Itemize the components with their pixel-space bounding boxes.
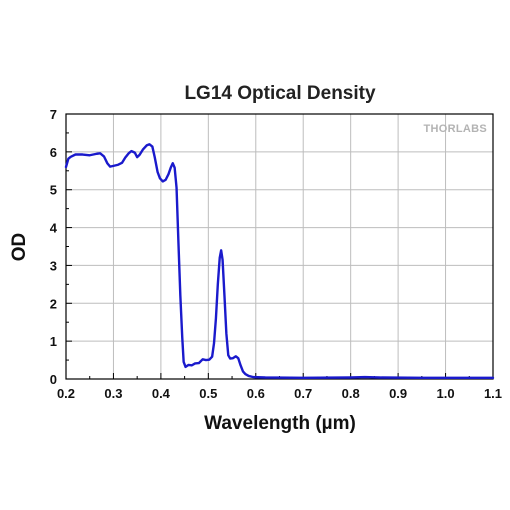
- thorlabs-logo: THORLABS: [423, 123, 487, 135]
- od-series-line: [64, 143, 495, 380]
- x-axis-title: Wavelength (µm): [204, 413, 356, 434]
- series-layer: [64, 143, 495, 380]
- y-tick-label: 1: [50, 334, 57, 349]
- x-tick-label: 0.3: [104, 386, 122, 401]
- y-axis-title: OD: [9, 233, 30, 262]
- x-tick-label: 1.0: [437, 386, 455, 401]
- grid: [66, 114, 493, 379]
- y-tick-label: 0: [50, 372, 57, 387]
- chart-title: LG14 Optical Density: [184, 83, 376, 104]
- x-tick-label: 0.9: [389, 386, 407, 401]
- y-tick-label: 5: [50, 183, 57, 198]
- y-tick-label: 3: [50, 258, 57, 273]
- x-tick-label: 0.6: [247, 386, 265, 401]
- y-tick-label: 6: [50, 145, 57, 160]
- x-tick-label: 0.5: [199, 386, 217, 401]
- y-tick-label: 4: [50, 221, 58, 236]
- y-tick-label: 7: [50, 107, 57, 122]
- x-tick-label: 0.2: [57, 386, 75, 401]
- x-tick-label: 0.8: [342, 386, 360, 401]
- x-tick-label: 1.1: [484, 386, 502, 401]
- tick-labels: 0.2 0.3 0.4 0.5 0.6 0.7 0.8 0.9 1.0 1.1 0 1 2 3 4 5 6 7: [50, 107, 502, 401]
- y-tick-label: 2: [50, 296, 57, 311]
- x-tick-label: 0.7: [294, 386, 312, 401]
- x-tick-label: 0.4: [152, 386, 171, 401]
